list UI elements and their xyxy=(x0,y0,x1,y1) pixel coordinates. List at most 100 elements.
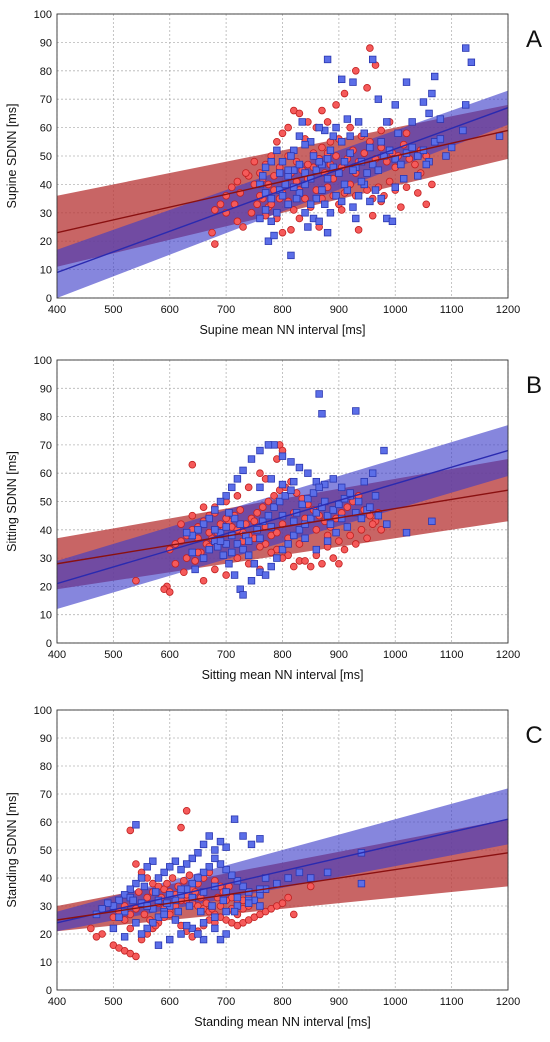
data-point-square xyxy=(211,924,219,933)
data-point-square xyxy=(259,172,267,180)
data-point-square xyxy=(323,155,332,163)
y-tick-label: 70 xyxy=(40,440,52,452)
data-point-square xyxy=(151,888,160,896)
data-point-square xyxy=(171,896,180,905)
data-point-circle xyxy=(132,860,140,868)
data-point-square xyxy=(301,534,309,542)
data-point-circle xyxy=(318,106,326,115)
data-point-circle xyxy=(377,525,385,534)
data-point-square xyxy=(312,509,321,517)
data-point-square xyxy=(188,879,196,888)
x-tick-label: 900 xyxy=(330,996,348,1008)
data-point-circle xyxy=(428,180,436,189)
y-tick-label: 80 xyxy=(40,66,52,78)
data-point-circle xyxy=(402,129,411,138)
data-point-circle xyxy=(363,84,371,92)
x-axis-label: Sitting mean NN interval [ms] xyxy=(202,668,364,682)
data-point-square xyxy=(228,548,236,557)
y-tick-label: 0 xyxy=(46,985,52,997)
data-point-square xyxy=(383,118,391,126)
data-point-circle xyxy=(343,503,352,511)
data-point-square xyxy=(140,882,149,891)
data-point-circle xyxy=(182,806,191,815)
y-tick-label: 40 xyxy=(40,525,52,537)
data-point-square xyxy=(337,197,346,206)
data-point-square xyxy=(495,132,504,140)
data-point-circle xyxy=(126,826,135,835)
data-point-square xyxy=(374,511,383,520)
data-point-square xyxy=(230,571,239,579)
y-tick-label: 50 xyxy=(40,151,52,163)
data-point-square xyxy=(349,203,357,211)
y-tick-label: 70 xyxy=(40,94,52,106)
data-point-square xyxy=(149,857,157,865)
data-point-square xyxy=(284,540,292,548)
data-point-square xyxy=(337,138,346,146)
data-point-circle xyxy=(312,525,321,534)
data-point-square xyxy=(233,893,242,902)
data-point-square xyxy=(391,101,399,109)
data-point-square xyxy=(211,506,219,514)
data-point-square xyxy=(264,441,273,449)
data-point-square xyxy=(182,860,191,868)
regression-line xyxy=(57,449,508,585)
data-point-square xyxy=(309,152,318,160)
data-point-circle xyxy=(284,893,292,902)
data-point-square xyxy=(284,200,292,208)
data-point-circle xyxy=(253,509,261,517)
data-point-circle xyxy=(177,823,185,832)
data-point-circle xyxy=(239,223,247,231)
x-tick-label: 400 xyxy=(48,996,66,1008)
data-point-square xyxy=(304,494,312,503)
data-point-square xyxy=(368,469,377,477)
data-point-circle xyxy=(132,576,140,585)
data-point-circle xyxy=(227,183,236,192)
data-point-square xyxy=(301,140,309,149)
data-point-square xyxy=(267,194,275,203)
data-point-square xyxy=(185,902,194,910)
x-tick-label: 1000 xyxy=(383,304,407,316)
panel-label: C xyxy=(525,722,542,749)
data-point-square xyxy=(447,143,456,152)
data-point-square xyxy=(222,930,230,938)
data-point-square xyxy=(315,123,323,132)
data-point-square xyxy=(346,489,354,497)
data-point-square xyxy=(312,545,321,554)
data-point-square xyxy=(290,531,298,540)
data-point-square xyxy=(199,840,208,849)
data-point-square xyxy=(442,152,450,160)
data-point-square xyxy=(422,160,430,169)
data-point-square xyxy=(368,55,377,64)
x-tick-label: 400 xyxy=(48,649,66,661)
data-point-square xyxy=(273,879,281,888)
data-point-square xyxy=(275,497,284,506)
data-point-square xyxy=(346,149,354,157)
data-point-square xyxy=(239,832,247,840)
data-point-square xyxy=(270,503,278,511)
data-point-square xyxy=(309,489,318,497)
x-tick-label: 1200 xyxy=(496,996,520,1008)
data-point-square xyxy=(177,885,185,893)
y-tick-label: 80 xyxy=(40,412,52,424)
data-point-circle xyxy=(278,228,287,237)
data-point-square xyxy=(191,565,199,574)
y-tick-label: 50 xyxy=(40,497,52,509)
data-point-square xyxy=(278,480,287,489)
data-point-square xyxy=(278,452,287,460)
data-point-square xyxy=(188,548,196,557)
data-point-square xyxy=(357,879,366,888)
data-point-square xyxy=(402,528,411,537)
data-point-square xyxy=(354,192,363,200)
data-point-square xyxy=(394,129,402,137)
data-point-square xyxy=(267,157,275,166)
data-point-circle xyxy=(140,910,149,919)
data-point-square xyxy=(194,874,202,882)
data-point-square xyxy=(400,175,408,183)
y-tick-label: 90 xyxy=(40,383,52,395)
data-point-square xyxy=(323,55,332,64)
data-point-square xyxy=(132,879,140,888)
y-tick-label: 10 xyxy=(40,957,52,969)
data-point-square xyxy=(230,514,239,523)
data-point-square xyxy=(171,916,180,924)
y-tick-label: 70 xyxy=(40,789,52,801)
